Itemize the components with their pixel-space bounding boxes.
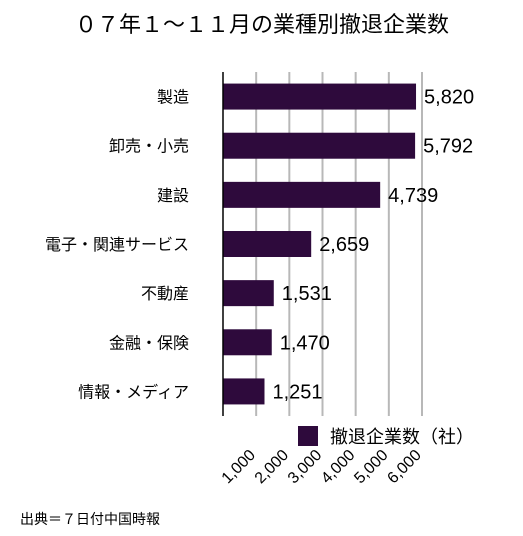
x-tick-label: 1,000 bbox=[219, 447, 259, 487]
x-tick-label: 3,000 bbox=[285, 447, 325, 487]
bars bbox=[223, 83, 417, 405]
chart-title: ０７年１～１１月の業種別撤退企業数 bbox=[75, 13, 449, 38]
category-label: 電子・関連サービス bbox=[45, 235, 189, 254]
bar bbox=[223, 132, 416, 159]
category-label: 金融・保険 bbox=[109, 333, 189, 352]
source-note: 出典＝７日付中国時報 bbox=[20, 512, 160, 528]
value-label: 1,251 bbox=[272, 381, 322, 403]
bar bbox=[223, 83, 417, 110]
value-label: 5,792 bbox=[423, 136, 473, 158]
value-label: 1,531 bbox=[282, 283, 332, 305]
value-label: 2,659 bbox=[319, 234, 369, 256]
value-label: 4,739 bbox=[388, 185, 438, 207]
x-tick-label: 2,000 bbox=[252, 447, 292, 487]
bar bbox=[223, 280, 274, 307]
value-label: 1,470 bbox=[280, 332, 330, 354]
category-label: 製造 bbox=[157, 88, 189, 107]
gridlines bbox=[255, 72, 423, 416]
category-label: 卸売・小売 bbox=[109, 137, 189, 156]
bar bbox=[223, 231, 312, 257]
x-tick-label: 6,000 bbox=[384, 447, 424, 487]
bar bbox=[223, 181, 381, 208]
category-label: 建設 bbox=[157, 186, 189, 205]
value-label: 5,820 bbox=[424, 87, 474, 109]
legend-label: 撤退企業数（社） bbox=[330, 427, 474, 448]
bar bbox=[223, 378, 265, 405]
value-labels: 5,820 5,792 4,739 2,659 1,531 1,470 1,251 bbox=[272, 87, 474, 404]
x-tick-label: 5,000 bbox=[351, 447, 391, 487]
legend-swatch bbox=[298, 426, 318, 446]
category-label: 不動産 bbox=[141, 284, 189, 303]
x-tick-label: 4,000 bbox=[318, 447, 358, 487]
category-label: 情報・メディア bbox=[78, 382, 189, 401]
bar bbox=[223, 329, 272, 356]
legend: 撤退企業数（社） bbox=[298, 426, 474, 448]
